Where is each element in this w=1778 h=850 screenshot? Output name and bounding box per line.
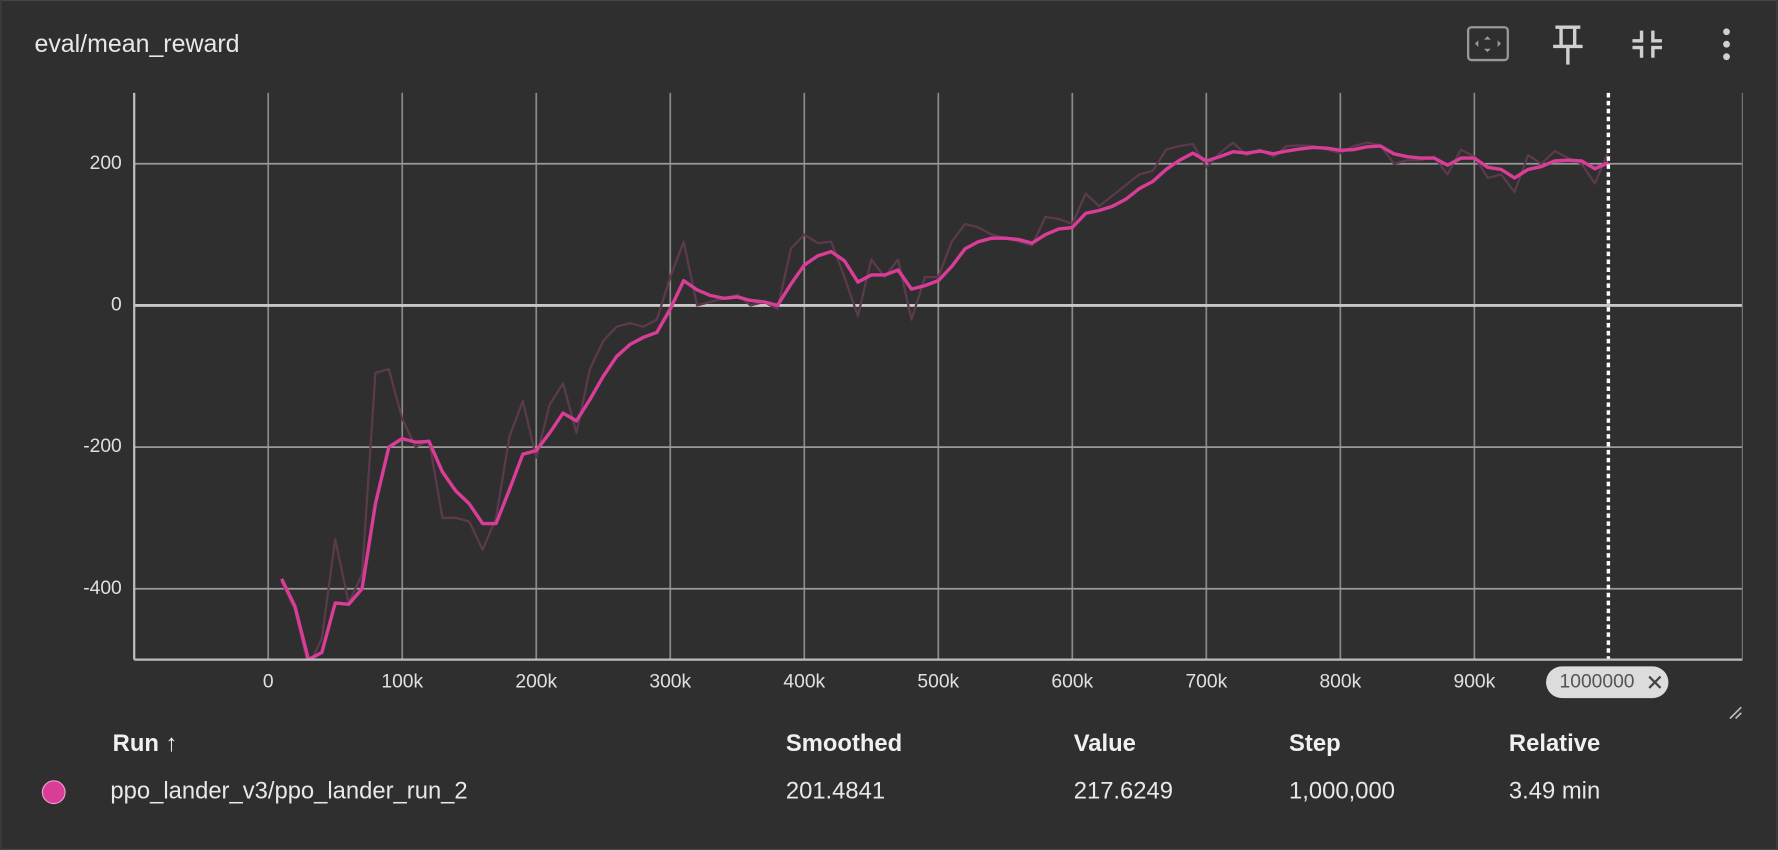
table-header: Relative (1509, 730, 1600, 757)
pin-button[interactable] (1553, 25, 1583, 65)
x-tick-label: 300k (649, 671, 691, 692)
card-title: eval/mean_reward (34, 30, 239, 58)
x-tick-label: 700k (1185, 671, 1227, 692)
run-table: Run ↑ Smoothed Value Step Relative ppo_lander… (41, 730, 1600, 805)
y-tick-label: -400 (83, 578, 122, 599)
x-tick-label: 500k (917, 671, 959, 692)
x-tick-label: 800k (1319, 671, 1361, 692)
more-menu-button[interactable] (1723, 28, 1730, 61)
table-header[interactable]: Run ↑ (113, 730, 178, 757)
table-header: Smoothed (786, 730, 902, 757)
plot-area: 0 100k 200k 300k 400k 500k 600k 700k 800k 900k -40… (83, 92, 1743, 699)
table-cell: ppo_lander_v3/ppo_lander_run_2 (110, 777, 467, 804)
run-color-swatch (41, 780, 66, 805)
x-tick-label: 600k (1051, 671, 1093, 692)
table-cell: 1,000,000 (1289, 777, 1395, 804)
fit-domain-button[interactable] (1467, 26, 1509, 62)
table-cell: 201.4841 (786, 777, 885, 804)
series-line (280, 144, 1610, 660)
table-header: Step (1289, 730, 1341, 757)
y-tick-label: -200 (83, 436, 122, 457)
step-marker-close[interactable] (1648, 675, 1662, 689)
table-cell: 3.49 min (1509, 777, 1600, 804)
y-tick-label: 0 (111, 295, 122, 316)
step-marker-label: 1000000 (1560, 671, 1635, 692)
step-marker-chip[interactable] (1546, 666, 1669, 699)
x-tick-label: 900k (1453, 671, 1495, 692)
x-tick-label: 200k (515, 671, 557, 692)
x-tick-label: 0 (263, 671, 274, 692)
table-cell: 217.6249 (1074, 777, 1173, 804)
x-tick-label: 100k (381, 671, 423, 692)
x-tick-label: 400k (783, 671, 825, 692)
collapse-button[interactable] (1632, 30, 1662, 58)
series-line (280, 141, 1610, 660)
table-header: Value (1074, 730, 1136, 757)
resize-handle[interactable] (1729, 706, 1742, 720)
y-tick-label: 200 (90, 153, 122, 174)
